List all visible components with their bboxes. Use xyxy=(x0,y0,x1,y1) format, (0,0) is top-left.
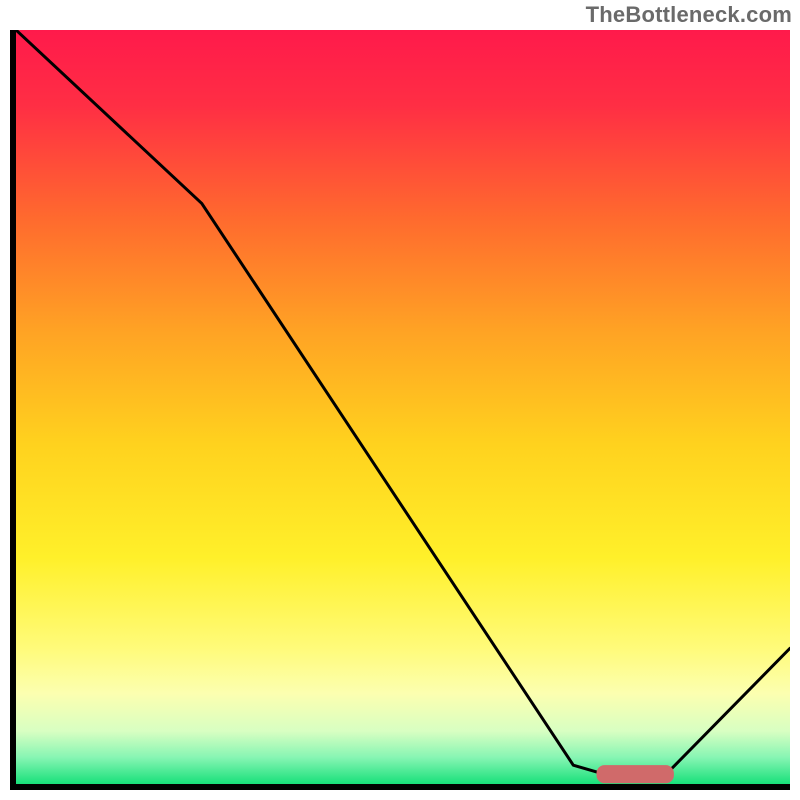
plot-area xyxy=(10,30,790,790)
plot-inner xyxy=(16,30,790,784)
chart-container: TheBottleneck.com xyxy=(0,0,800,800)
optimal-range-marker xyxy=(16,30,790,784)
watermark-text: TheBottleneck.com xyxy=(586,2,792,28)
